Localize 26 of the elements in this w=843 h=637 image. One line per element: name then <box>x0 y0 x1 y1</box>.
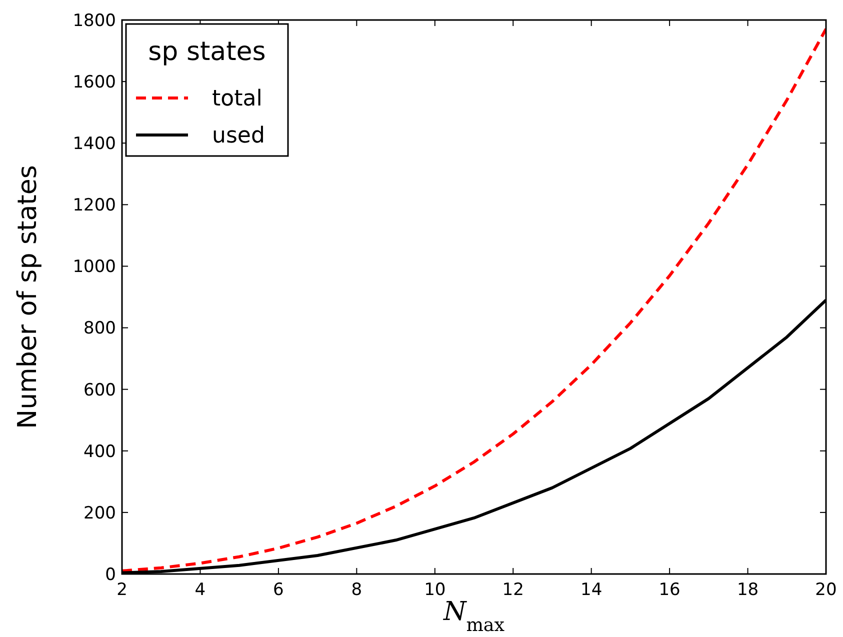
x-tick-label: 4 <box>194 580 206 600</box>
y-tick-label: 400 <box>84 442 116 462</box>
y-tick-label: 1600 <box>72 72 116 93</box>
x-tick-label: 10 <box>424 580 446 600</box>
x-axis-title: N$_{max}$ <box>442 597 506 636</box>
y-tick-label: 800 <box>84 318 116 339</box>
y-tick-label: 600 <box>84 380 116 400</box>
x-tick-label: 18 <box>736 580 759 600</box>
x-tick-label: 8 <box>351 580 362 600</box>
x-tick-label: 2 <box>116 580 128 600</box>
x-tick-label: 16 <box>658 580 680 600</box>
legend-label: used <box>212 124 265 149</box>
y-tick-label: 1400 <box>72 134 116 154</box>
x-tick-label: 20 <box>815 580 837 600</box>
y-tick-label: 1000 <box>72 257 116 278</box>
y-axis-title: Number of sp states <box>13 165 43 429</box>
line-series <box>122 27 826 572</box>
x-tick-label: 14 <box>580 580 602 600</box>
y-tick-label: 1800 <box>72 10 116 31</box>
x-tick-label: 12 <box>502 580 524 600</box>
legend-title: sp states <box>148 37 266 67</box>
y-tick-label: 1200 <box>72 196 116 216</box>
y-tick-label: 200 <box>84 503 116 524</box>
legend-label: total <box>212 86 262 112</box>
x-tick-label: 6 <box>273 580 284 600</box>
y-tick-label: 0 <box>105 564 116 585</box>
